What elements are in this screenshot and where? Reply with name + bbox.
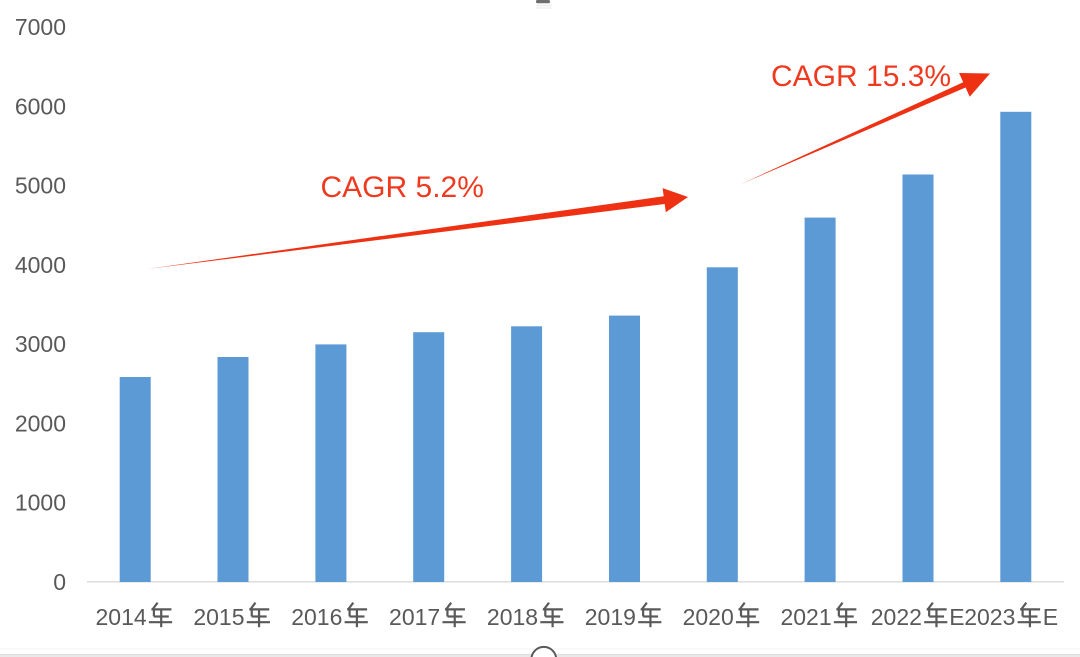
svg-text:2019: 2019 — [585, 604, 636, 630]
svg-text:CAGR 5.2%: CAGR 5.2% — [321, 171, 484, 204]
svg-text:2015: 2015 — [193, 604, 244, 630]
svg-text:2016: 2016 — [291, 604, 342, 630]
svg-text:1000: 1000 — [15, 490, 66, 516]
svg-text:2000: 2000 — [15, 410, 66, 436]
svg-text:2021: 2021 — [780, 604, 831, 630]
svg-text:E: E — [949, 604, 964, 630]
svg-text:2014: 2014 — [96, 604, 147, 630]
svg-text:CAGR 15.3%: CAGR 15.3% — [771, 60, 951, 93]
svg-text:5000: 5000 — [15, 173, 66, 199]
svg-text:2023: 2023 — [964, 604, 1015, 630]
svg-text:2020: 2020 — [683, 604, 734, 630]
svg-text:7000: 7000 — [15, 14, 66, 40]
svg-text:0: 0 — [53, 569, 66, 595]
svg-text:4000: 4000 — [15, 252, 66, 278]
svg-text:6000: 6000 — [15, 93, 66, 119]
svg-text:2018: 2018 — [487, 604, 538, 630]
svg-text:2022: 2022 — [871, 604, 922, 630]
svg-text:2017: 2017 — [389, 604, 440, 630]
svg-text:E: E — [1043, 604, 1058, 630]
svg-text:3000: 3000 — [15, 331, 66, 357]
